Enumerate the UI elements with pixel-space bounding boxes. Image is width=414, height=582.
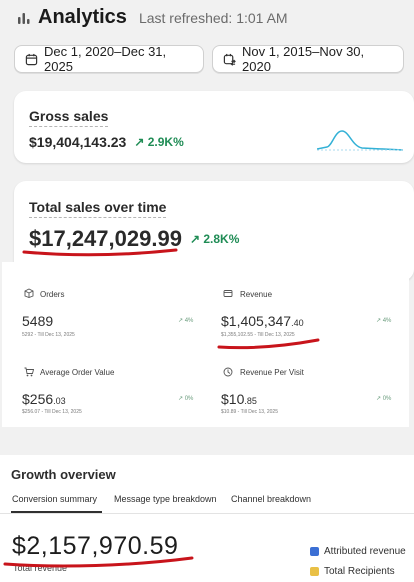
orders-delta: ↗ 4% [178,318,194,324]
last-refreshed: Last refreshed: 1:01 AM [138,9,288,26]
calendar-icon [25,53,38,65]
aov-label: Average Order Value [40,368,115,377]
date-range-button[interactable]: Dec 1, 2020–Dec 31, 2025 [14,44,204,74]
legend-attributed-revenue[interactable]: Attributed revenue [310,546,406,557]
revenue-label: Revenue [240,290,273,299]
aov-sub: $256.07 - Till Dec 13, 2025 [22,409,82,415]
aov-value-cents: .03 [53,396,66,406]
page-header: Analytics Last refreshed: 1:01 AM [16,6,288,29]
checkbox-icon [310,567,319,576]
total-sales-label: Total sales over time [29,199,167,218]
revenue-sub: $1,355,102.55 - Till Dec 13, 2025 [221,332,295,338]
rpv-label: Revenue Per Visit [240,368,304,377]
comparison-range-button[interactable]: Nov 1, 2015–Nov 30, 2020 [212,44,404,74]
tab-divider [0,513,414,514]
revenue-value-main: $1,405,347 [221,313,292,329]
total-sales-delta-value: 2.8K% [203,232,240,246]
revenue-value: $1,405,347.40 [221,313,304,329]
rpv-sub: $10.89 - Till Dec 13, 2025 [221,409,278,415]
rpv-delta-value: 0% [382,396,392,402]
revenue-delta-value: 4% [382,318,392,324]
date-range-label: Dec 1, 2020–Dec 31, 2025 [44,44,167,74]
visit-icon [223,367,233,377]
aov-delta: ↗ 0% [178,396,194,402]
total-revenue-value: $2,157,970.59 [12,532,179,560]
gross-sales-value: $19,404,143.23 [29,134,127,150]
growth-overview-panel: Growth overview Conversion summary Messa… [0,455,414,582]
analytics-top-section: Analytics Last refreshed: 1:01 AM Dec 1,… [0,0,414,281]
gross-sales-delta-value: 2.9K% [147,135,184,149]
rpv-delta: ↗ 0% [376,396,392,402]
metrics-panel: Orders 5489 5292 - Till Dec 13, 2025 ↗ 4… [2,262,409,427]
orders-delta-value: 4% [184,318,194,324]
rpv-value: $10.85 [221,391,257,407]
gross-sales-sparkline [317,130,403,151]
orders-label: Orders [40,290,65,299]
comparison-range-label: Nov 1, 2015–Nov 30, 2020 [242,44,365,74]
growth-title: Growth overview [11,467,116,482]
gross-sales-card[interactable]: Gross sales $19,404,143.23 ↗ 2.9K% [14,91,414,163]
cart-icon [24,367,34,377]
tab-conversion-summary[interactable]: Conversion summary [12,494,98,504]
rpv-value-cents: .85 [244,396,257,406]
total-sales-value: $17,247,029.99 [29,226,182,251]
revenue-delta: ↗ 4% [376,318,392,324]
gross-sales-delta: ↗ 2.9K% [134,135,183,149]
total-sales-delta: ↗ 2.8K% [190,232,239,246]
wallet-icon [223,290,233,297]
aov-delta-value: 0% [184,396,194,402]
gross-sales-label: Gross sales [29,108,109,127]
box-icon [24,288,34,298]
legend-attributed-revenue-label: Attributed revenue [324,546,406,557]
analytics-bars-icon [18,12,30,24]
active-tab-indicator [11,511,102,513]
legend-total-recipients-label: Total Recipients [324,566,395,577]
trend-up-icon: ↗ [189,232,200,246]
revenue-value-cents: .40 [291,318,304,328]
orders-sub: 5292 - Till Dec 13, 2025 [22,332,75,338]
rpv-value-main: $10 [221,391,245,407]
trend-up-icon: ↗ [134,135,145,149]
checkbox-icon [310,547,319,556]
tab-message-type-breakdown[interactable]: Message type breakdown [114,494,217,504]
aov-value-main: $256 [22,391,54,407]
orders-value: 5489 [22,313,54,329]
page-title: Analytics [38,6,127,28]
calendar-compare-icon [223,53,236,66]
aov-value: $256.03 [22,391,66,407]
total-revenue-label: Total revenue [13,563,68,573]
legend-total-recipients[interactable]: Total Recipients [310,566,395,577]
tab-channel-breakdown[interactable]: Channel breakdown [231,494,312,504]
